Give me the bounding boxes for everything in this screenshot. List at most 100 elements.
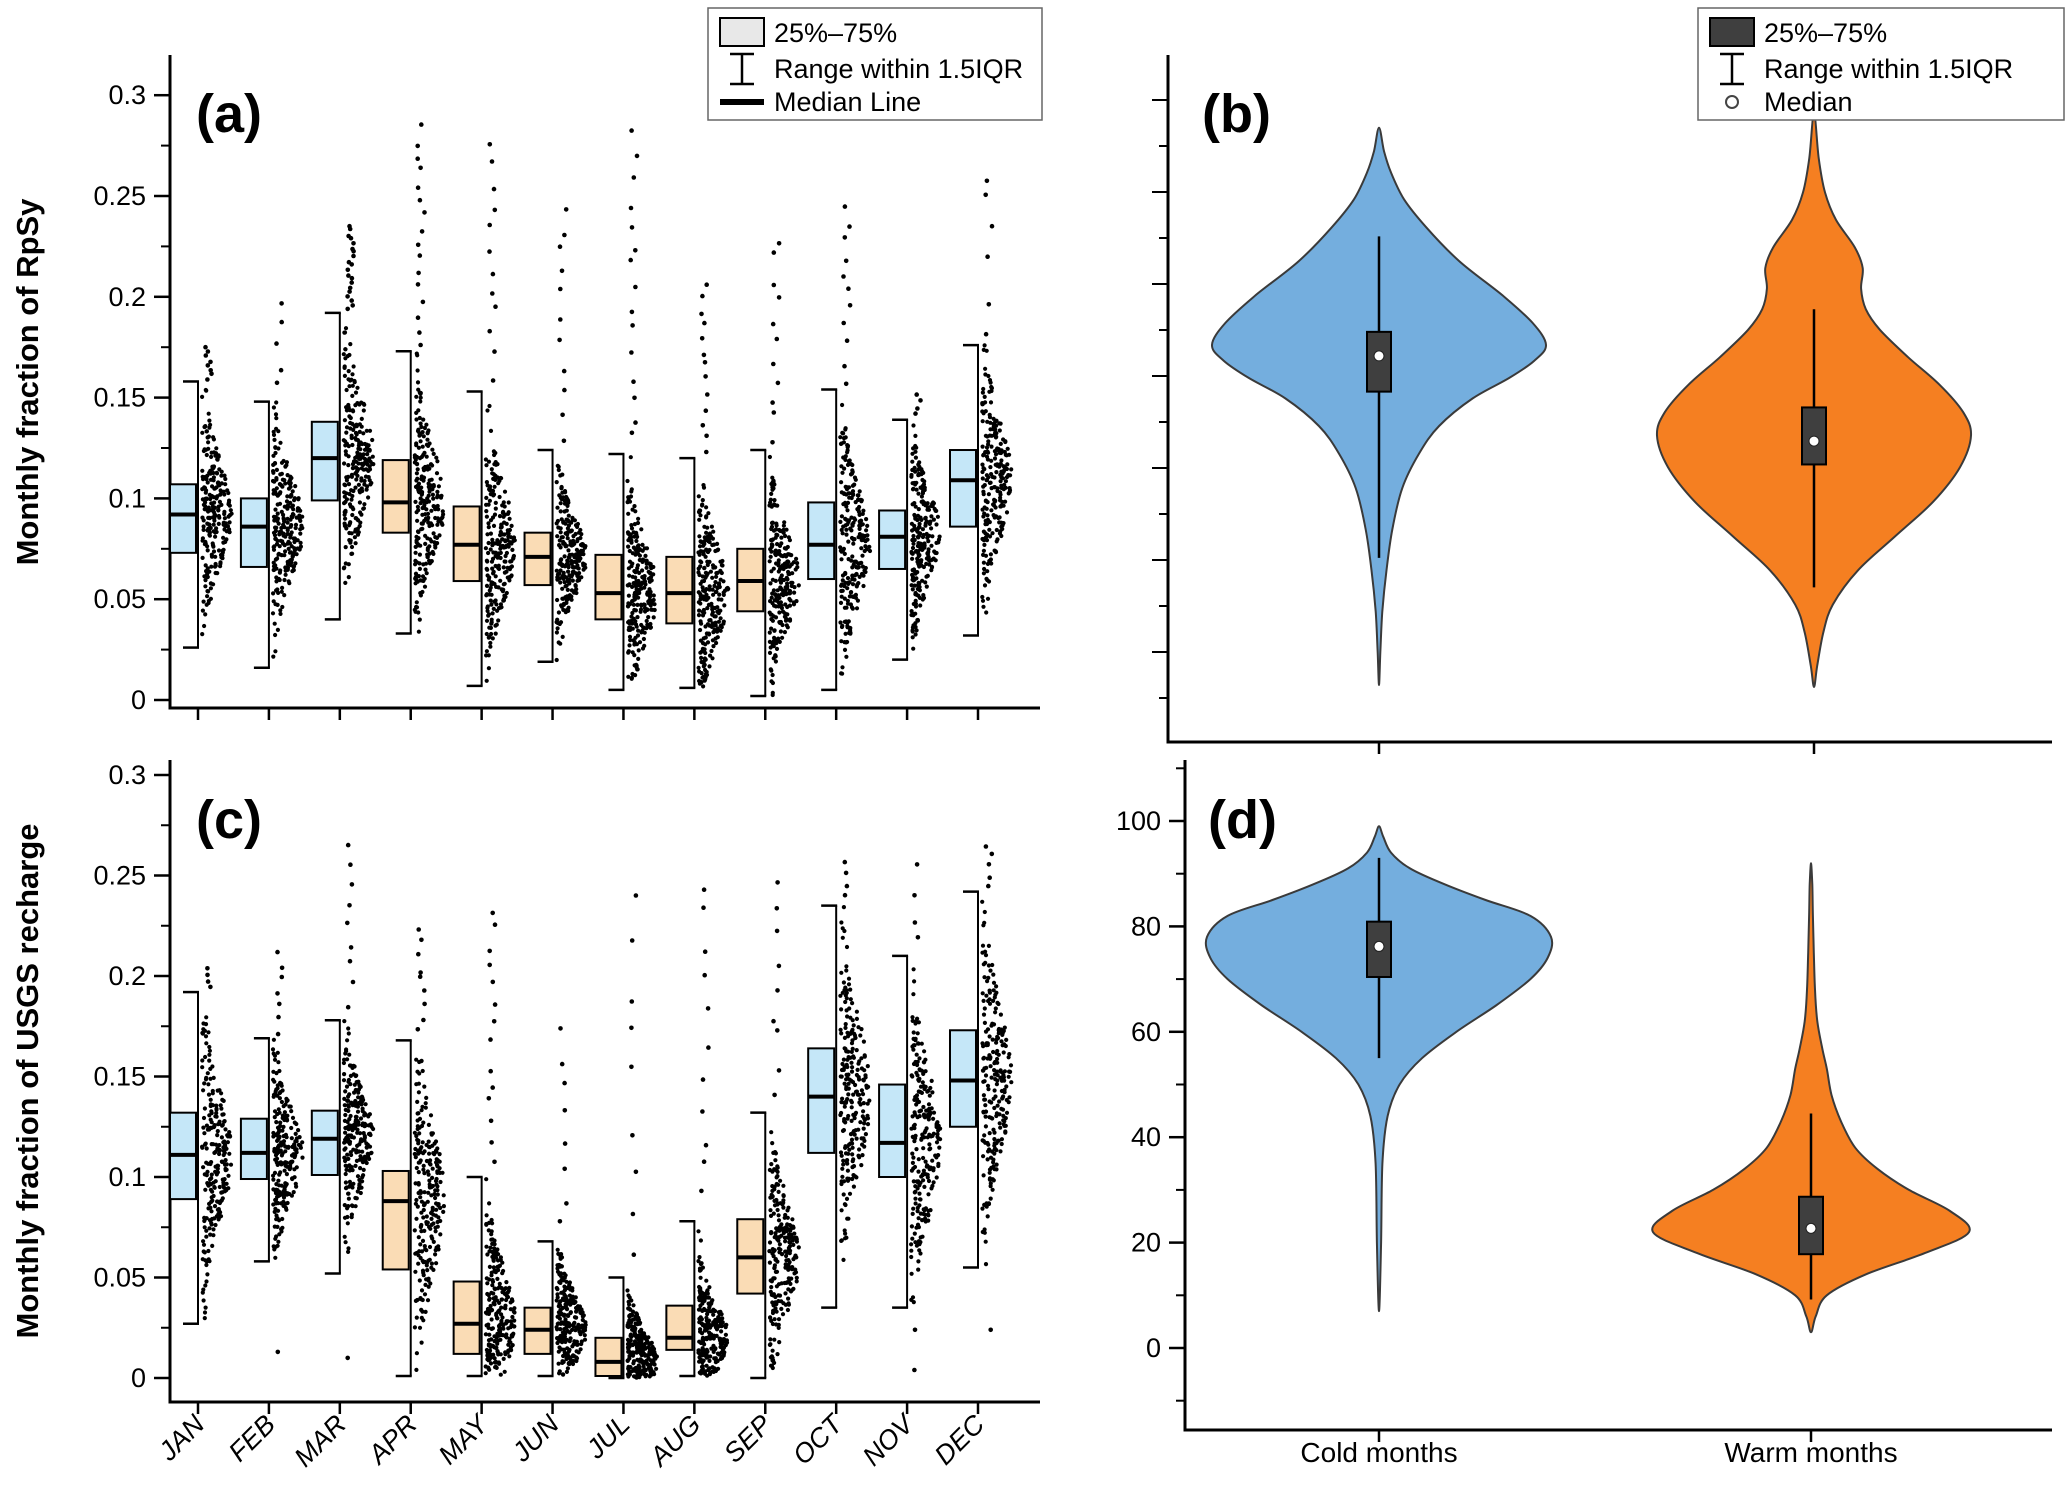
legend-range-label: Range within 1.5IQR [1764, 54, 2013, 84]
boxplot-c-sep [736, 880, 801, 1380]
month-label-apr: APR [361, 1409, 423, 1471]
scatter-sep [767, 880, 801, 1371]
boxplot-c-nov [878, 862, 943, 1373]
boxplot-a-jul [594, 128, 657, 692]
violin-cold-months [1204, 825, 1554, 1313]
y-tick-label: 40 [1131, 1122, 1161, 1152]
y-tick-label: 0.2 [108, 282, 146, 312]
iqr-box [239, 1117, 268, 1181]
y-tick-label: 60 [1131, 1017, 1161, 1047]
iqr-box [594, 553, 623, 621]
y-tick-label: 100 [1116, 806, 1161, 836]
iqr-box [169, 483, 197, 554]
scatter-oct [838, 859, 872, 1262]
scatter-jun [554, 1026, 588, 1377]
boxplot-a-feb [239, 301, 305, 669]
legend-median-icon [1725, 95, 1739, 109]
boxplot-a-may [452, 142, 517, 688]
iqr-box [381, 1169, 410, 1271]
panel-c: 0 0.05 0.1 0.15 0.2 0.25 0.3 JAN FEB MAR APR MAY JUN… [93, 760, 1040, 1473]
y-tick-label: 0.1 [108, 483, 146, 513]
violin-cold-months [1211, 126, 1547, 687]
month-label-oct: OCT [787, 1407, 850, 1470]
panel-letter-d: (d) [1208, 790, 1277, 850]
scatter-oct [838, 204, 873, 676]
boxplot-c-mar [310, 842, 376, 1361]
y-tick-label: 0.3 [108, 80, 146, 110]
boxplot-a-jan [169, 344, 234, 649]
boxplot-c-apr [381, 927, 446, 1378]
y-tick-label: 0 [131, 685, 146, 715]
iqr-box [310, 1109, 339, 1176]
iqr-box [381, 459, 410, 534]
scatter-aug [696, 282, 731, 689]
violin-median-dot [1805, 1222, 1817, 1234]
month-label-jan: JAN [152, 1409, 210, 1467]
scatter-feb [270, 301, 305, 659]
category-label: Cold months [1300, 1437, 1457, 1468]
scatter-sep [767, 241, 801, 698]
boxplot-a-jun [523, 207, 588, 663]
boxplot-a-sep [736, 241, 801, 698]
boxplot-a-mar [310, 223, 376, 621]
scatter-nov [909, 392, 942, 651]
violin-iqr-box [1366, 330, 1392, 393]
scatter-apr [412, 122, 446, 634]
month-label-feb: FEB [223, 1409, 281, 1467]
month-label-nov: NOV [857, 1407, 922, 1472]
scatter-jul [625, 893, 660, 1380]
y-tick-label: 0.2 [108, 961, 146, 991]
violin-shape [1651, 862, 1971, 1334]
scatter-jun [554, 207, 588, 663]
scatter-dec [980, 844, 1014, 1333]
legend-iqr-swatch [719, 17, 765, 47]
scatter-jul [625, 128, 657, 681]
iqr-box [310, 420, 339, 502]
violin-median-dot [1808, 435, 1820, 447]
iqr-box [807, 1047, 836, 1154]
violin-warm-months [1655, 112, 1973, 689]
violin-median-dot [1373, 940, 1385, 952]
boxplot-c-oct [807, 859, 872, 1309]
legend-iqr-label: 25%–75% [774, 18, 897, 48]
month-label-jul: JUL [580, 1409, 636, 1465]
violin-shape [1204, 825, 1554, 1313]
iqr-box [665, 555, 694, 625]
scatter-apr [412, 927, 446, 1372]
violin-warm-months [1651, 862, 1971, 1334]
y-tick-label: 0 [1146, 1333, 1161, 1363]
legend-range-label: Range within 1.5IQR [774, 54, 1023, 84]
boxplot-a-oct [807, 204, 873, 692]
iqr-box [594, 1336, 623, 1377]
scatter-mar [341, 223, 376, 586]
panel-b [1152, 55, 2052, 754]
iqr-box [239, 497, 268, 568]
panel-letter-c: (c) [196, 790, 262, 850]
iqr-box [523, 531, 552, 587]
boxplot-a-nov [878, 392, 942, 661]
y-tick-label: 0.25 [93, 181, 146, 211]
month-label-sep: SEP [718, 1409, 777, 1468]
panel-d: 0 20 40 60 80 100 Cold months Warm months [1116, 760, 2052, 1468]
y-tick-label: 0.05 [93, 584, 146, 614]
legend-iqr-label: 25%–75% [1764, 18, 1887, 48]
month-label-mar: MAR [288, 1409, 352, 1473]
iqr-box [878, 1083, 907, 1179]
boxplot-a-dec [948, 178, 1014, 637]
scatter-may [483, 910, 517, 1377]
ylabel-panel-a: Monthly fraction of RpSy [10, 198, 45, 566]
y-tick-label: 0.15 [93, 1062, 146, 1092]
y-tick-label: 0.15 [93, 383, 146, 413]
boxplot-a-aug [665, 282, 731, 690]
y-tick-label: 0.1 [108, 1162, 146, 1192]
legend-median-label: Median [1764, 87, 1853, 117]
category-label: Warm months [1724, 1437, 1897, 1468]
scatter-feb [270, 949, 305, 1355]
scatter-jan [200, 344, 234, 637]
y-tick-label: 0.3 [108, 760, 146, 790]
boxplot-c-may [452, 910, 517, 1378]
ylabel-panel-c: Monthly fraction of USGS recharge [10, 823, 45, 1338]
